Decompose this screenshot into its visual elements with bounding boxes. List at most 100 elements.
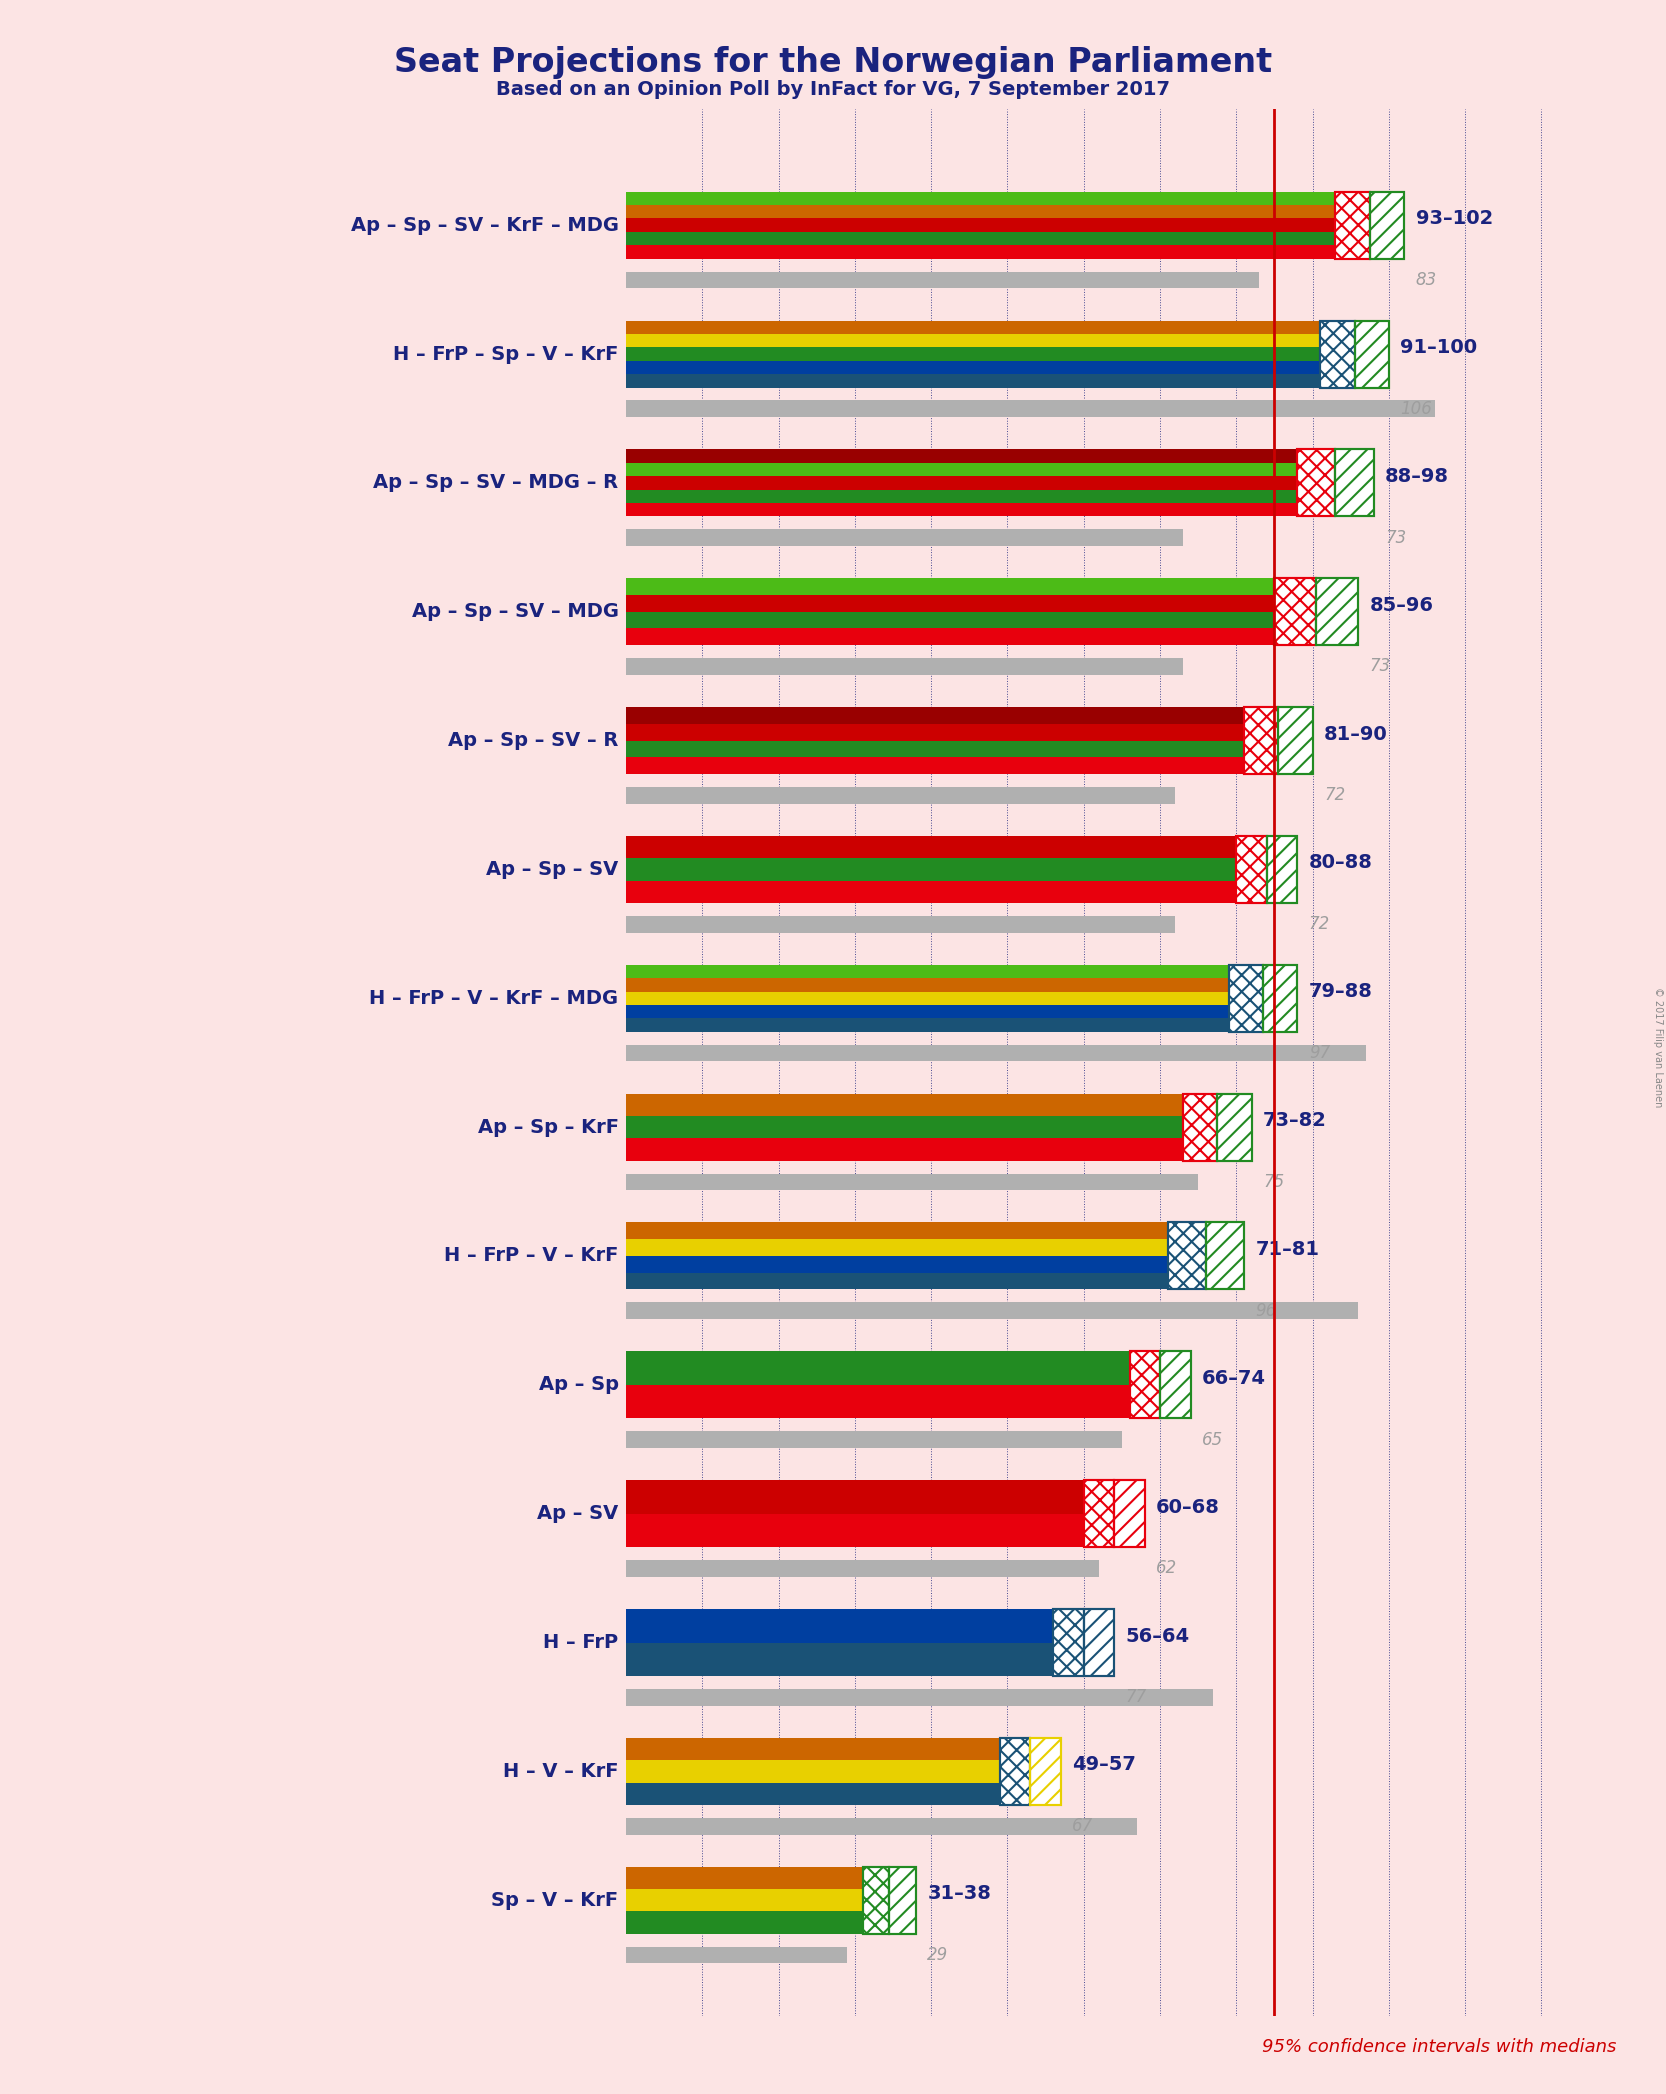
Bar: [1218, 1093, 1251, 1160]
Text: 73–82: 73–82: [1263, 1112, 1326, 1131]
Bar: [626, 475, 1373, 490]
Bar: [626, 375, 1389, 387]
Bar: [1130, 1351, 1160, 1418]
Bar: [1263, 965, 1298, 1032]
Bar: [1030, 1738, 1061, 1805]
Bar: [626, 882, 1298, 903]
Text: 73: 73: [1384, 528, 1406, 547]
Bar: [1336, 193, 1369, 260]
Text: 79–88: 79–88: [1309, 982, 1373, 1001]
Bar: [863, 1866, 890, 1933]
Bar: [1316, 578, 1358, 645]
Bar: [626, 490, 1373, 503]
Bar: [1298, 450, 1336, 517]
Bar: [1230, 965, 1263, 1032]
Text: Ap – Sp – SV – R: Ap – Sp – SV – R: [448, 731, 618, 750]
Bar: [1266, 836, 1298, 903]
Bar: [626, 836, 1298, 859]
Bar: [1183, 1093, 1218, 1160]
Text: H – FrP – V – KrF – MDG: H – FrP – V – KrF – MDG: [370, 988, 618, 1007]
Bar: [626, 1912, 916, 1933]
Text: 29: 29: [928, 1945, 948, 1964]
Bar: [626, 320, 1389, 333]
Text: Ap – SV: Ap – SV: [536, 1503, 618, 1522]
Bar: [1274, 578, 1316, 645]
Bar: [626, 978, 1298, 993]
Text: 66–74: 66–74: [1201, 1369, 1266, 1388]
Bar: [626, 1690, 1213, 1707]
Bar: [626, 245, 1404, 260]
Bar: [626, 1761, 1061, 1782]
Bar: [626, 1045, 1366, 1062]
Bar: [626, 787, 1175, 804]
Bar: [1168, 1223, 1206, 1290]
Text: Ap – Sp – SV: Ap – Sp – SV: [486, 861, 618, 879]
Text: 31–38: 31–38: [928, 1885, 991, 1903]
Bar: [626, 915, 1175, 932]
Bar: [1206, 1223, 1245, 1290]
Text: H – V – KrF: H – V – KrF: [503, 1761, 618, 1780]
Bar: [1354, 320, 1389, 387]
Bar: [1030, 1738, 1061, 1805]
Bar: [1115, 1480, 1145, 1547]
Text: 91–100: 91–100: [1401, 337, 1478, 358]
Bar: [626, 741, 1313, 758]
Bar: [626, 218, 1404, 232]
Bar: [626, 993, 1298, 1005]
Bar: [890, 1866, 916, 1933]
Bar: [626, 965, 1298, 978]
Bar: [1336, 450, 1373, 517]
Bar: [626, 708, 1313, 725]
Text: 77: 77: [1126, 1688, 1146, 1707]
Bar: [626, 578, 1358, 595]
Text: H – FrP – V – KrF: H – FrP – V – KrF: [445, 1246, 618, 1265]
Text: Based on an Opinion Poll by InFact for VG, 7 September 2017: Based on an Opinion Poll by InFact for V…: [496, 80, 1170, 98]
Text: 97: 97: [1309, 1045, 1329, 1062]
Bar: [1130, 1351, 1160, 1418]
Text: 65: 65: [1201, 1430, 1223, 1449]
Bar: [626, 333, 1389, 348]
Bar: [626, 450, 1373, 463]
Bar: [1160, 1351, 1191, 1418]
Bar: [626, 1173, 1198, 1189]
Bar: [1319, 320, 1354, 387]
Bar: [626, 1560, 1100, 1577]
Bar: [1278, 708, 1313, 775]
Text: 80–88: 80–88: [1309, 854, 1373, 873]
Bar: [626, 205, 1404, 218]
Bar: [1000, 1738, 1030, 1805]
Bar: [626, 400, 1434, 417]
Bar: [626, 859, 1298, 882]
Bar: [1336, 193, 1369, 260]
Text: 95% confidence intervals with medians: 95% confidence intervals with medians: [1261, 2037, 1616, 2056]
Bar: [626, 1256, 1245, 1273]
Bar: [1319, 320, 1354, 387]
Bar: [626, 1116, 1251, 1139]
Text: 72: 72: [1309, 915, 1329, 934]
Bar: [626, 725, 1313, 741]
Text: 72: 72: [1324, 787, 1344, 804]
Bar: [626, 1351, 1191, 1384]
Bar: [626, 1782, 1061, 1805]
Text: 75: 75: [1263, 1173, 1284, 1191]
Text: 83: 83: [1416, 270, 1436, 289]
Text: 71–81: 71–81: [1256, 1240, 1319, 1258]
Text: 49–57: 49–57: [1073, 1755, 1136, 1774]
Bar: [1316, 578, 1358, 645]
Text: Seat Projections for the Norwegian Parliament: Seat Projections for the Norwegian Parli…: [393, 46, 1273, 80]
Bar: [626, 1608, 1115, 1642]
Bar: [626, 1139, 1251, 1160]
Bar: [626, 503, 1373, 517]
Bar: [1274, 578, 1316, 645]
Bar: [1085, 1608, 1115, 1675]
Bar: [1085, 1480, 1115, 1547]
Bar: [1085, 1608, 1115, 1675]
Text: H – FrP – Sp – V – KrF: H – FrP – Sp – V – KrF: [393, 346, 618, 364]
Bar: [1218, 1093, 1251, 1160]
Text: Ap – Sp – SV – MDG – R: Ap – Sp – SV – MDG – R: [373, 473, 618, 492]
Text: 60–68: 60–68: [1156, 1497, 1220, 1516]
Bar: [1160, 1351, 1191, 1418]
Text: Ap – Sp: Ap – Sp: [538, 1376, 618, 1395]
Bar: [626, 758, 1313, 775]
Bar: [1236, 836, 1266, 903]
